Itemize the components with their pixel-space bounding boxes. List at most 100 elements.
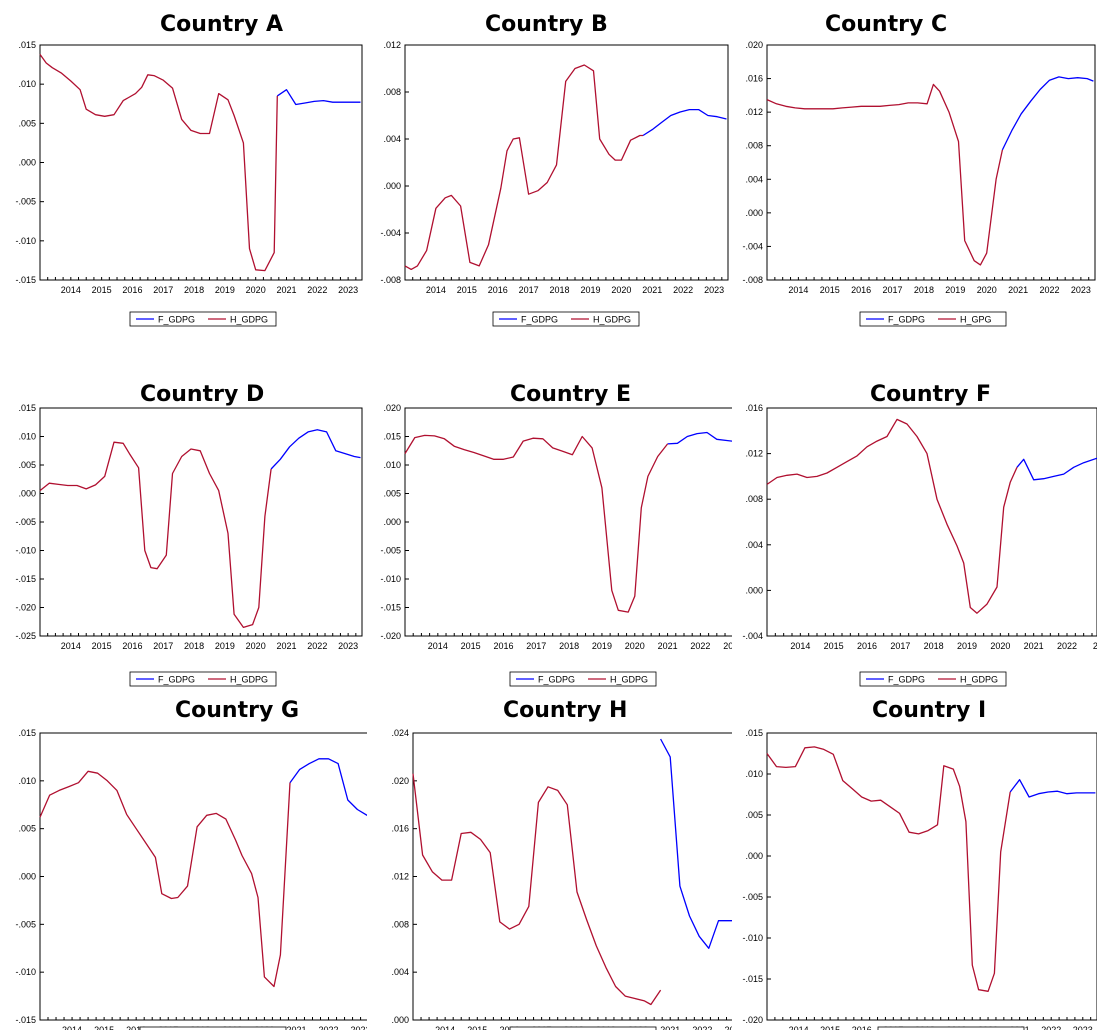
series-line-h-gdpg <box>405 65 643 269</box>
legend-label: H_GDPG <box>593 315 631 325</box>
chart-panel-5: Country E.020.015.010.005.000-.005-.010-… <box>365 372 732 712</box>
x-tick-label: 2017 <box>883 285 903 295</box>
y-tick-label: .020 <box>383 403 401 413</box>
x-tick-label: 2018 <box>914 285 934 295</box>
x-tick-label: 2021 <box>276 285 296 295</box>
x-tick-label: 2014 <box>61 285 81 295</box>
x-tick-label: 2016 <box>852 1025 872 1030</box>
legend-label: H_GDPG <box>610 675 648 685</box>
x-tick-label: 2022 <box>1057 641 1077 651</box>
legend-label: F_GDPG <box>888 315 925 325</box>
x-tick-label: 2022 <box>307 641 327 651</box>
y-tick-label: .000 <box>18 489 36 499</box>
x-tick-label: 2018 <box>550 285 570 295</box>
y-tick-label: .016 <box>745 403 763 413</box>
x-tick-label: 2017 <box>890 641 910 651</box>
y-tick-label: -.015 <box>15 1015 36 1025</box>
y-tick-label: -.010 <box>380 574 401 584</box>
legend-label: H_GDPG <box>230 675 268 685</box>
x-tick-label: 2015 <box>824 641 844 651</box>
y-tick-label: .020 <box>391 776 409 786</box>
x-tick-label: 2021 <box>658 641 678 651</box>
x-tick-label: 202 <box>1093 641 1097 651</box>
y-tick-label: .005 <box>383 489 401 499</box>
plot-frame <box>40 408 362 636</box>
x-tick-label: 2016 <box>493 641 513 651</box>
y-tick-label: -.015 <box>15 275 36 285</box>
series-line-f-gdpg <box>661 739 732 948</box>
series-line-h-gdpg <box>767 419 1017 613</box>
y-tick-label: .005 <box>18 824 36 834</box>
x-tick-label: 2016 <box>851 285 871 295</box>
y-tick-label: .004 <box>383 134 401 144</box>
y-tick-label: .005 <box>18 118 36 128</box>
y-tick-label: -.008 <box>380 275 401 285</box>
y-tick-label: .010 <box>18 432 36 442</box>
x-tick-label: 2017 <box>153 285 173 295</box>
x-tick-label: 2020 <box>246 641 266 651</box>
y-tick-label: -.010 <box>15 546 36 556</box>
x-tick-label: 2017 <box>526 641 546 651</box>
legend-label: H_GDPG <box>230 315 268 325</box>
y-tick-label: .005 <box>745 810 763 820</box>
y-tick-label: .004 <box>391 967 409 977</box>
x-tick-label: 2022 <box>319 1025 339 1030</box>
x-tick-label: 2015 <box>94 1025 114 1030</box>
y-tick-label: -.020 <box>742 1015 763 1025</box>
x-tick-label: 2022 <box>673 285 693 295</box>
x-tick-label: 2021 <box>1024 641 1044 651</box>
x-tick-label: 2017 <box>519 285 539 295</box>
x-tick-label: 2021 <box>276 641 296 651</box>
legend-label: F_GDPG <box>538 675 575 685</box>
y-tick-label: -.008 <box>742 275 763 285</box>
y-tick-label: .012 <box>391 872 409 882</box>
y-tick-label: -.025 <box>15 631 36 641</box>
y-tick-label: .015 <box>18 728 36 738</box>
y-tick-label: .015 <box>383 432 401 442</box>
x-tick-label: 2015 <box>461 641 481 651</box>
y-tick-label: -.005 <box>15 919 36 929</box>
x-tick-label: 2014 <box>788 285 808 295</box>
x-tick-label: 2019 <box>945 285 965 295</box>
series-line-f-gdpg <box>1002 77 1093 150</box>
x-tick-label: 2020 <box>611 285 631 295</box>
chart-svg: .020 .015 .010 .005 .000 -.005 -.010 -.015 -.020… <box>365 372 732 712</box>
x-tick-label: 2021 <box>660 1025 680 1030</box>
series-line-f-gdpg <box>290 759 367 817</box>
legend-label: F_GDPG <box>888 675 925 685</box>
y-tick-label: -.005 <box>380 546 401 556</box>
x-tick-label: 2023 <box>704 285 724 295</box>
x-tick-label: 2014 <box>426 285 446 295</box>
y-tick-label: -.005 <box>15 197 36 207</box>
series-line-f-gdpg <box>668 433 732 444</box>
y-tick-label: -.010 <box>742 933 763 943</box>
y-tick-label: .012 <box>745 449 763 459</box>
x-tick-label: 2020 <box>990 641 1010 651</box>
y-tick-label: -.005 <box>15 517 36 527</box>
chart-svg: .015.010.005.000-.005-.010-.015-.0202014… <box>730 690 1097 1030</box>
x-tick-label: 2018 <box>184 285 204 295</box>
x-tick-label: 2015 <box>457 285 477 295</box>
y-tick-label: -.015 <box>380 603 401 613</box>
x-tick-label: 2019 <box>215 285 235 295</box>
y-tick-label: .012 <box>745 107 763 117</box>
plot-frame <box>767 733 1097 1020</box>
x-tick-label: 2016 <box>857 641 877 651</box>
legend-label: F_GDPG <box>521 315 558 325</box>
y-tick-label: .010 <box>383 460 401 470</box>
y-tick-label: .000 <box>383 517 401 527</box>
y-tick-label: .010 <box>18 79 36 89</box>
x-tick-label: 2021 <box>286 1025 306 1030</box>
series-line-f-gdpg <box>1010 780 1095 797</box>
x-tick-label: 2020 <box>977 285 997 295</box>
plot-frame <box>40 733 367 1020</box>
series-line-h-gdpg <box>40 54 277 270</box>
y-tick-label: -.020 <box>380 631 401 641</box>
series-line-h-gdpg <box>40 771 290 986</box>
x-tick-label: 2023 <box>338 641 358 651</box>
series-line-h-gdpg <box>405 435 668 612</box>
